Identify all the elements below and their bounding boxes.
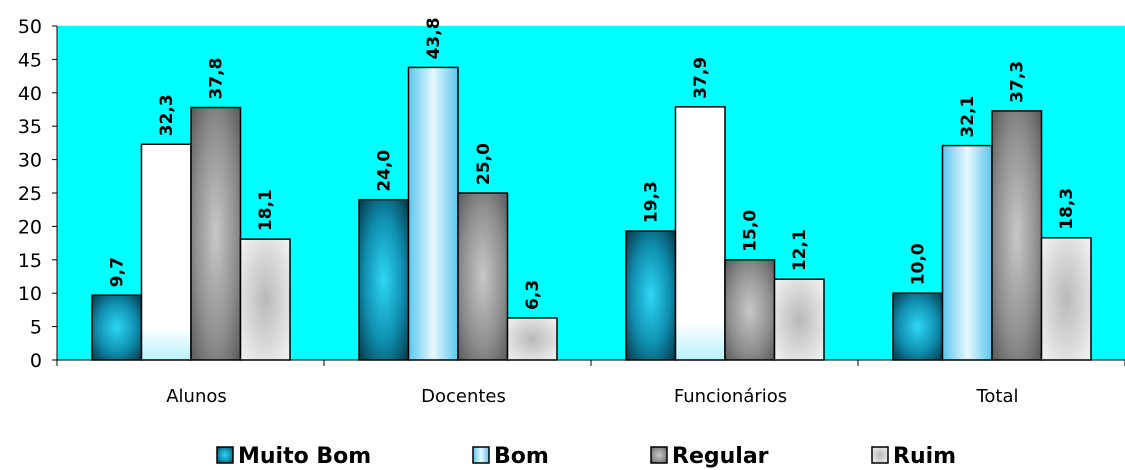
y-tick-label: 30 bbox=[18, 150, 42, 172]
bar-bom-docentes bbox=[407, 66, 459, 361]
x-category-label: Alunos bbox=[166, 386, 227, 407]
y-tick-label: 25 bbox=[18, 183, 42, 205]
x-category-label: Funcionários bbox=[674, 386, 787, 407]
legend: Muito Bom Bom Regular Ruim bbox=[216, 444, 956, 469]
data-label: 24,0 bbox=[375, 150, 395, 192]
y-tick-label: 50 bbox=[18, 16, 42, 38]
bar-regular-alunos bbox=[190, 106, 242, 361]
legend-label: Regular bbox=[672, 444, 769, 469]
data-label: 32,3 bbox=[157, 94, 177, 136]
data-label: 18,1 bbox=[256, 189, 276, 231]
x-axis: Alunos Docentes Funcionários Total bbox=[56, 359, 1125, 407]
data-label: 10,0 bbox=[909, 243, 929, 285]
bar-bom-alunos bbox=[140, 143, 192, 361]
y-tick-label: 35 bbox=[18, 116, 42, 138]
data-label: 9,7 bbox=[108, 257, 128, 287]
y-tick-label: 15 bbox=[18, 250, 42, 272]
bar-regular-total bbox=[991, 110, 1043, 361]
data-label: 37,8 bbox=[207, 58, 227, 100]
data-label: 25,0 bbox=[474, 143, 494, 185]
bar-muito-bom-funcionarios bbox=[625, 230, 677, 361]
bar-muito-bom-alunos bbox=[91, 294, 143, 361]
bar-regular-funcionarios bbox=[724, 259, 776, 361]
legend-label: Muito Bom bbox=[238, 444, 371, 469]
y-tick-label: 5 bbox=[30, 317, 42, 339]
bar-muito-bom-total bbox=[892, 292, 944, 361]
legend-swatch bbox=[472, 446, 490, 464]
legend-swatch bbox=[871, 446, 889, 464]
y-tick-label: 40 bbox=[18, 83, 42, 105]
bar-muito-bom-docentes bbox=[358, 198, 410, 361]
y-axis: 0 5 10 15 20 25 30 35 40 45 50 bbox=[18, 16, 58, 372]
y-tick-label: 45 bbox=[18, 49, 42, 71]
data-labels-group: 9,7 32,3 37,8 18,1 24,0 43,8 25,0 6,3 19,3 37,9 15… bbox=[108, 17, 1078, 309]
bar-ruim-total bbox=[1040, 237, 1092, 361]
legend-item-bom: Bom bbox=[472, 444, 549, 469]
y-tick-label: 10 bbox=[18, 283, 42, 305]
x-category-label: Total bbox=[975, 386, 1018, 407]
x-category-label: Docentes bbox=[421, 386, 506, 407]
data-label: 12,1 bbox=[790, 229, 810, 271]
legend-label: Bom bbox=[494, 444, 549, 469]
data-label: 18,3 bbox=[1057, 188, 1077, 230]
data-label: 32,1 bbox=[958, 96, 978, 138]
data-label: 19,3 bbox=[642, 181, 662, 223]
legend-item-muito-bom: Muito Bom bbox=[216, 444, 371, 469]
bar-regular-docentes bbox=[457, 192, 509, 361]
legend-label: Ruim bbox=[893, 444, 956, 469]
legend-item-ruim: Ruim bbox=[871, 444, 956, 469]
legend-swatch bbox=[650, 446, 668, 464]
data-label: 43,8 bbox=[424, 17, 444, 59]
bar-bom-total bbox=[941, 144, 993, 361]
data-label: 37,9 bbox=[691, 57, 711, 99]
legend-item-regular: Regular bbox=[650, 444, 769, 469]
data-label: 15,0 bbox=[741, 210, 761, 252]
bar-ruim-funcionarios bbox=[773, 278, 825, 361]
bar-bom-funcionarios bbox=[674, 106, 726, 361]
bar-series-group bbox=[91, 66, 1092, 361]
data-label: 37,3 bbox=[1008, 61, 1028, 103]
bar-ruim-alunos bbox=[239, 238, 291, 361]
data-label: 6,3 bbox=[523, 280, 543, 310]
y-tick-label: 20 bbox=[18, 216, 42, 238]
legend-swatch bbox=[216, 446, 234, 464]
y-tick-label: 0 bbox=[30, 350, 42, 372]
bar-ruim-docentes bbox=[506, 317, 558, 361]
